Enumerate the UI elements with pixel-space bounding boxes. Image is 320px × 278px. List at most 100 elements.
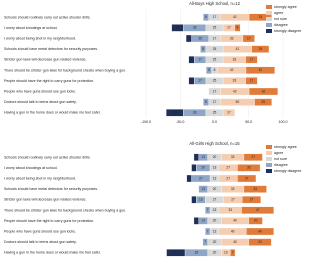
value-label: 7: [195, 219, 197, 223]
value-label: 40: [231, 229, 235, 233]
bar-segment: [251, 45, 270, 53]
category-label: Stricter gun laws will decrease gun rela…: [4, 198, 87, 202]
bar-segment: [242, 196, 261, 204]
value-label: 8: [191, 58, 193, 62]
category-label: Schools should routinely carry out activ…: [4, 15, 91, 19]
value-label: 8: [202, 47, 204, 51]
value-label: 42: [262, 89, 266, 93]
x-tick-label: -100.0: [141, 120, 151, 124]
value-label: 13: [201, 219, 205, 223]
value-label: 42: [233, 15, 237, 19]
value-label: 13: [201, 187, 205, 191]
value-label: 17: [250, 58, 254, 62]
category-label: I worry about shootings at school.: [4, 166, 58, 170]
value-label: 33: [259, 15, 263, 19]
value-label: 13: [213, 229, 217, 233]
value-label: 17: [247, 36, 251, 40]
bar-segment: [245, 56, 258, 64]
value-label: 25: [213, 47, 217, 51]
value-label: 20: [213, 240, 217, 244]
legend-label: agree: [274, 151, 283, 155]
value-label: 8: [237, 26, 239, 30]
value-label: 8: [205, 100, 207, 104]
value-label: 8: [188, 36, 190, 40]
value-label: 20: [201, 166, 205, 170]
value-label: 25: [259, 47, 263, 51]
bar-segment: [237, 164, 261, 172]
value-label: 8: [191, 79, 193, 83]
category-label: Schools should have metal detectors for …: [4, 187, 98, 191]
value-label: 13: [224, 251, 228, 255]
value-label: 33: [233, 58, 237, 62]
value-label: 27: [251, 155, 255, 159]
value-label: 42: [233, 89, 237, 93]
bar-segment: [241, 206, 274, 214]
value-label: 17: [213, 15, 217, 19]
value-label: 42: [230, 68, 234, 72]
value-label: 25: [261, 100, 265, 104]
value-label: 25: [213, 111, 217, 115]
value-label: 7: [195, 155, 197, 159]
value-label: 7: [193, 198, 195, 202]
value-label: 7: [232, 251, 234, 255]
legend-label: not sure: [274, 17, 287, 21]
value-label: 42: [236, 47, 240, 51]
category-label: Schools should routinely carry out activ…: [4, 155, 91, 159]
legend-swatch: [266, 29, 272, 33]
value-label: 27: [213, 198, 217, 202]
value-label: 7: [207, 208, 209, 212]
legend-swatch: [266, 11, 272, 15]
value-label: 20: [213, 219, 217, 223]
value-label: 27: [226, 166, 230, 170]
legend-swatch: [266, 23, 272, 27]
category-label: I worry about shootings at school.: [4, 26, 58, 30]
bar-segment: [245, 77, 258, 85]
value-label: 13: [201, 155, 205, 159]
value-label: 8: [205, 15, 207, 19]
value-label: 17: [250, 79, 254, 83]
value-label: 33: [195, 251, 199, 255]
category-label: Having a gun in the home does or would m…: [4, 251, 101, 255]
value-label: 20: [213, 187, 217, 191]
legend-label: disagree: [274, 23, 288, 27]
bar-segment: [243, 153, 263, 161]
value-label: 25: [213, 58, 217, 62]
value-label: 33: [228, 208, 232, 212]
category-label: I worry about being shot in my neighborh…: [4, 36, 76, 40]
bar-segment: [230, 249, 236, 257]
category-label: Having a gun in the home does or would m…: [4, 111, 101, 115]
value-label: 27: [226, 176, 230, 180]
value-label: 7: [204, 240, 206, 244]
legend-label: disagree: [274, 163, 288, 167]
bar-segment: [243, 185, 267, 193]
value-label: 40: [233, 219, 237, 223]
value-label: 33: [253, 187, 257, 191]
x-tick-label: 0.0: [212, 120, 217, 124]
value-label: 20: [213, 155, 217, 159]
value-label: 27: [250, 198, 254, 202]
value-label: 20: [213, 251, 217, 255]
value-label: 25: [213, 26, 217, 30]
value-label: 25: [198, 36, 202, 40]
category-label: Schools should have metal detectors for …: [4, 47, 98, 51]
legend-label: strongly disagree: [274, 169, 301, 173]
category-label: People who have guns should use gun lock…: [4, 229, 76, 233]
value-label: 17: [176, 26, 180, 30]
value-label: 7: [207, 229, 209, 233]
category-label: Doctors should talk to teens about gun s…: [4, 240, 77, 244]
value-label: 7: [193, 166, 195, 170]
legend-swatch: [266, 169, 272, 173]
value-label: 33: [230, 36, 234, 40]
value-label: 17: [227, 26, 231, 30]
x-tick-label: 50.0: [245, 120, 252, 124]
bar-segment: [245, 66, 275, 74]
page: All-Boys High School, n=12 -100.0 -50.0 0.0…: [4, 1, 301, 257]
value-label: 17: [213, 89, 217, 93]
value-label: 13: [199, 198, 203, 202]
value-label: 17: [198, 58, 202, 62]
bar-segment: [246, 227, 274, 236]
value-label: 50: [236, 100, 240, 104]
chart-title: All-Girls High School, n=15: [189, 141, 240, 146]
bar-segment: [254, 98, 272, 106]
value-label: 20: [254, 219, 258, 223]
